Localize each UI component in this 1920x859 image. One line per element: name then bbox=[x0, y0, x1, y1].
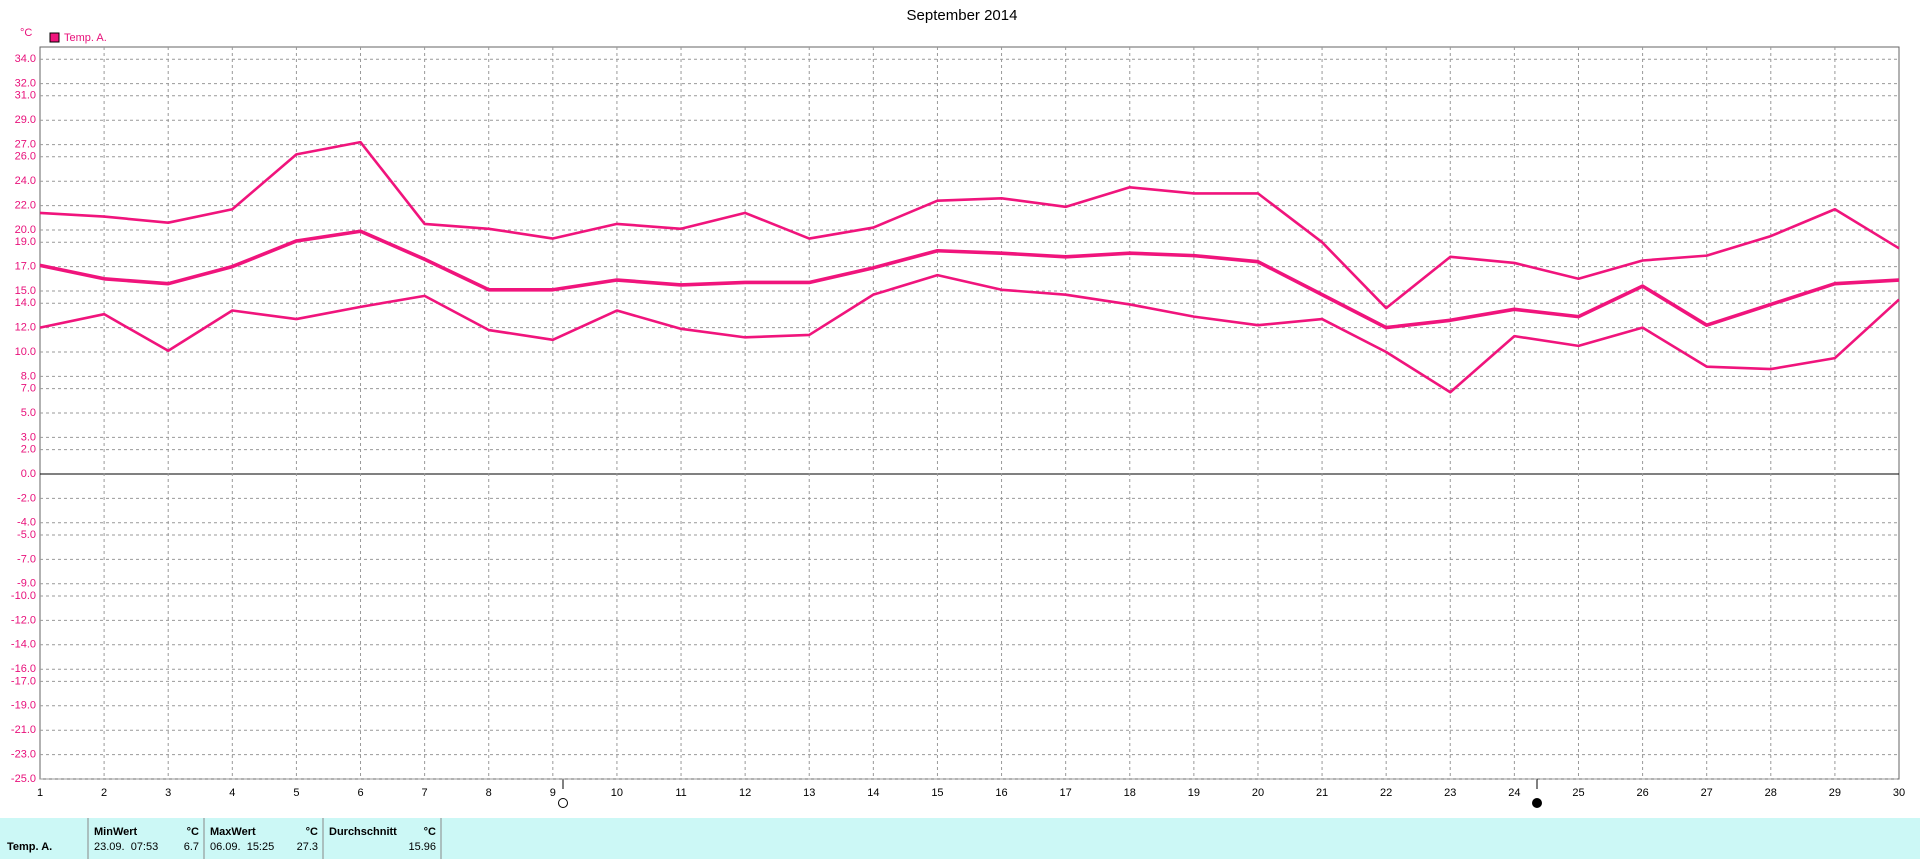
line-max-values bbox=[39, 140, 1900, 310]
y-tick-label: 29.0 bbox=[15, 114, 36, 126]
col-value: 27.3 bbox=[297, 841, 318, 853]
y-tick-label: 19.0 bbox=[15, 236, 36, 248]
x-tick-label: 27 bbox=[1701, 787, 1713, 799]
moon-phases bbox=[558, 779, 1542, 808]
y-tick-label: 14.0 bbox=[15, 297, 36, 309]
col-unit: °C bbox=[306, 826, 318, 838]
y-tick-label: -16.0 bbox=[11, 663, 36, 675]
y-tick-label: -7.0 bbox=[17, 553, 36, 565]
y-tick-label: -21.0 bbox=[11, 724, 36, 736]
col-time: 06.09. 15:25 bbox=[210, 841, 274, 853]
col-value: 15.96 bbox=[408, 841, 436, 853]
x-tick-label: 13 bbox=[803, 787, 815, 799]
x-tick-label: 17 bbox=[1060, 787, 1072, 799]
x-tick-label: 22 bbox=[1380, 787, 1392, 799]
table-bg bbox=[0, 818, 1920, 859]
y-tick-label: 26.0 bbox=[15, 151, 36, 163]
x-tick-label: 29 bbox=[1829, 787, 1841, 799]
x-tick-label: 8 bbox=[486, 787, 492, 799]
x-tick-label: 30 bbox=[1893, 787, 1905, 799]
y-tick-label: 5.0 bbox=[21, 407, 36, 419]
x-tick-label: 4 bbox=[229, 787, 235, 799]
col-unit: °C bbox=[424, 826, 436, 838]
line-values bbox=[39, 229, 1900, 330]
x-tick-label: 20 bbox=[1252, 787, 1264, 799]
x-tick-label: 16 bbox=[995, 787, 1007, 799]
y-tick-label: 0.0 bbox=[21, 468, 36, 480]
y-tick-label: 10.0 bbox=[15, 346, 36, 358]
line-min-values bbox=[39, 273, 1900, 394]
x-tick-label: 10 bbox=[611, 787, 623, 799]
y-tick-label: -4.0 bbox=[17, 517, 36, 529]
y-tick-label: 20.0 bbox=[15, 224, 36, 236]
x-tick-label: 18 bbox=[1124, 787, 1136, 799]
stats-table: Temp. A. MinWert °C 23.09. 07:53 6.7 MaxWert °… bbox=[0, 818, 1920, 859]
y-tick-label: -9.0 bbox=[17, 578, 36, 590]
col-header: MaxWert bbox=[210, 826, 256, 838]
y-unit: °C bbox=[20, 27, 32, 39]
x-tick-label: 24 bbox=[1508, 787, 1520, 799]
x-tick-label: 7 bbox=[422, 787, 428, 799]
x-tick-label: 6 bbox=[357, 787, 363, 799]
legend-label: Temp. A. bbox=[64, 32, 107, 44]
y-tick-label: 31.0 bbox=[15, 90, 36, 102]
col-time: 23.09. 07:53 bbox=[94, 841, 158, 853]
y-tick-label: 24.0 bbox=[15, 175, 36, 187]
x-tick-label: 28 bbox=[1765, 787, 1777, 799]
y-tick-label: -14.0 bbox=[11, 639, 36, 651]
x-tick-label: 26 bbox=[1636, 787, 1648, 799]
x-tick-label: 25 bbox=[1572, 787, 1584, 799]
y-tick-label: 17.0 bbox=[15, 261, 36, 273]
y-tick-label: 27.0 bbox=[15, 139, 36, 151]
y-tick-label: 2.0 bbox=[21, 444, 36, 456]
x-tick-label: 3 bbox=[165, 787, 171, 799]
x-tick-label: 11 bbox=[675, 787, 686, 799]
y-tick-label: 7.0 bbox=[21, 383, 36, 395]
legend-swatch bbox=[49, 32, 60, 43]
y-tick-label: 34.0 bbox=[15, 53, 36, 65]
y-tick-label: -25.0 bbox=[11, 773, 36, 785]
y-tick-label: -12.0 bbox=[11, 614, 36, 626]
x-tick-label: 19 bbox=[1188, 787, 1200, 799]
y-tick-label: 3.0 bbox=[21, 431, 36, 443]
x-tick-label: 12 bbox=[739, 787, 751, 799]
x-tick-label: 14 bbox=[867, 787, 879, 799]
new-moon bbox=[558, 798, 568, 808]
y-tick-label: 15.0 bbox=[15, 285, 36, 297]
y-tick-label: -2.0 bbox=[17, 492, 36, 504]
full-moon bbox=[1532, 798, 1542, 808]
y-tick-label: -17.0 bbox=[11, 675, 36, 687]
x-tick-label: 21 bbox=[1316, 787, 1328, 799]
col-header: Durchschnitt bbox=[329, 826, 397, 838]
y-tick-label: 8.0 bbox=[21, 370, 36, 382]
y-tick-label: 22.0 bbox=[15, 200, 36, 212]
x-tick-label: 2 bbox=[101, 787, 107, 799]
y-tick-label: -23.0 bbox=[11, 749, 36, 761]
x-tick-label: 15 bbox=[931, 787, 943, 799]
col-header: MinWert bbox=[94, 826, 138, 838]
y-tick-label: -10.0 bbox=[11, 590, 36, 602]
y-tick-label: 12.0 bbox=[15, 322, 36, 334]
col-unit: °C bbox=[187, 826, 199, 838]
row-label: Temp. A. bbox=[7, 841, 52, 853]
x-tick-label: 23 bbox=[1444, 787, 1456, 799]
y-tick-label: -5.0 bbox=[17, 529, 36, 541]
chart-title: September 2014 bbox=[907, 7, 1018, 24]
x-tick-label: 5 bbox=[293, 787, 299, 799]
x-tick-label: 1 bbox=[37, 787, 43, 799]
x-tick-label: 9 bbox=[550, 787, 556, 799]
y-tick-label: 32.0 bbox=[15, 78, 36, 90]
col-value: 6.7 bbox=[184, 841, 199, 853]
y-tick-label: -19.0 bbox=[11, 700, 36, 712]
